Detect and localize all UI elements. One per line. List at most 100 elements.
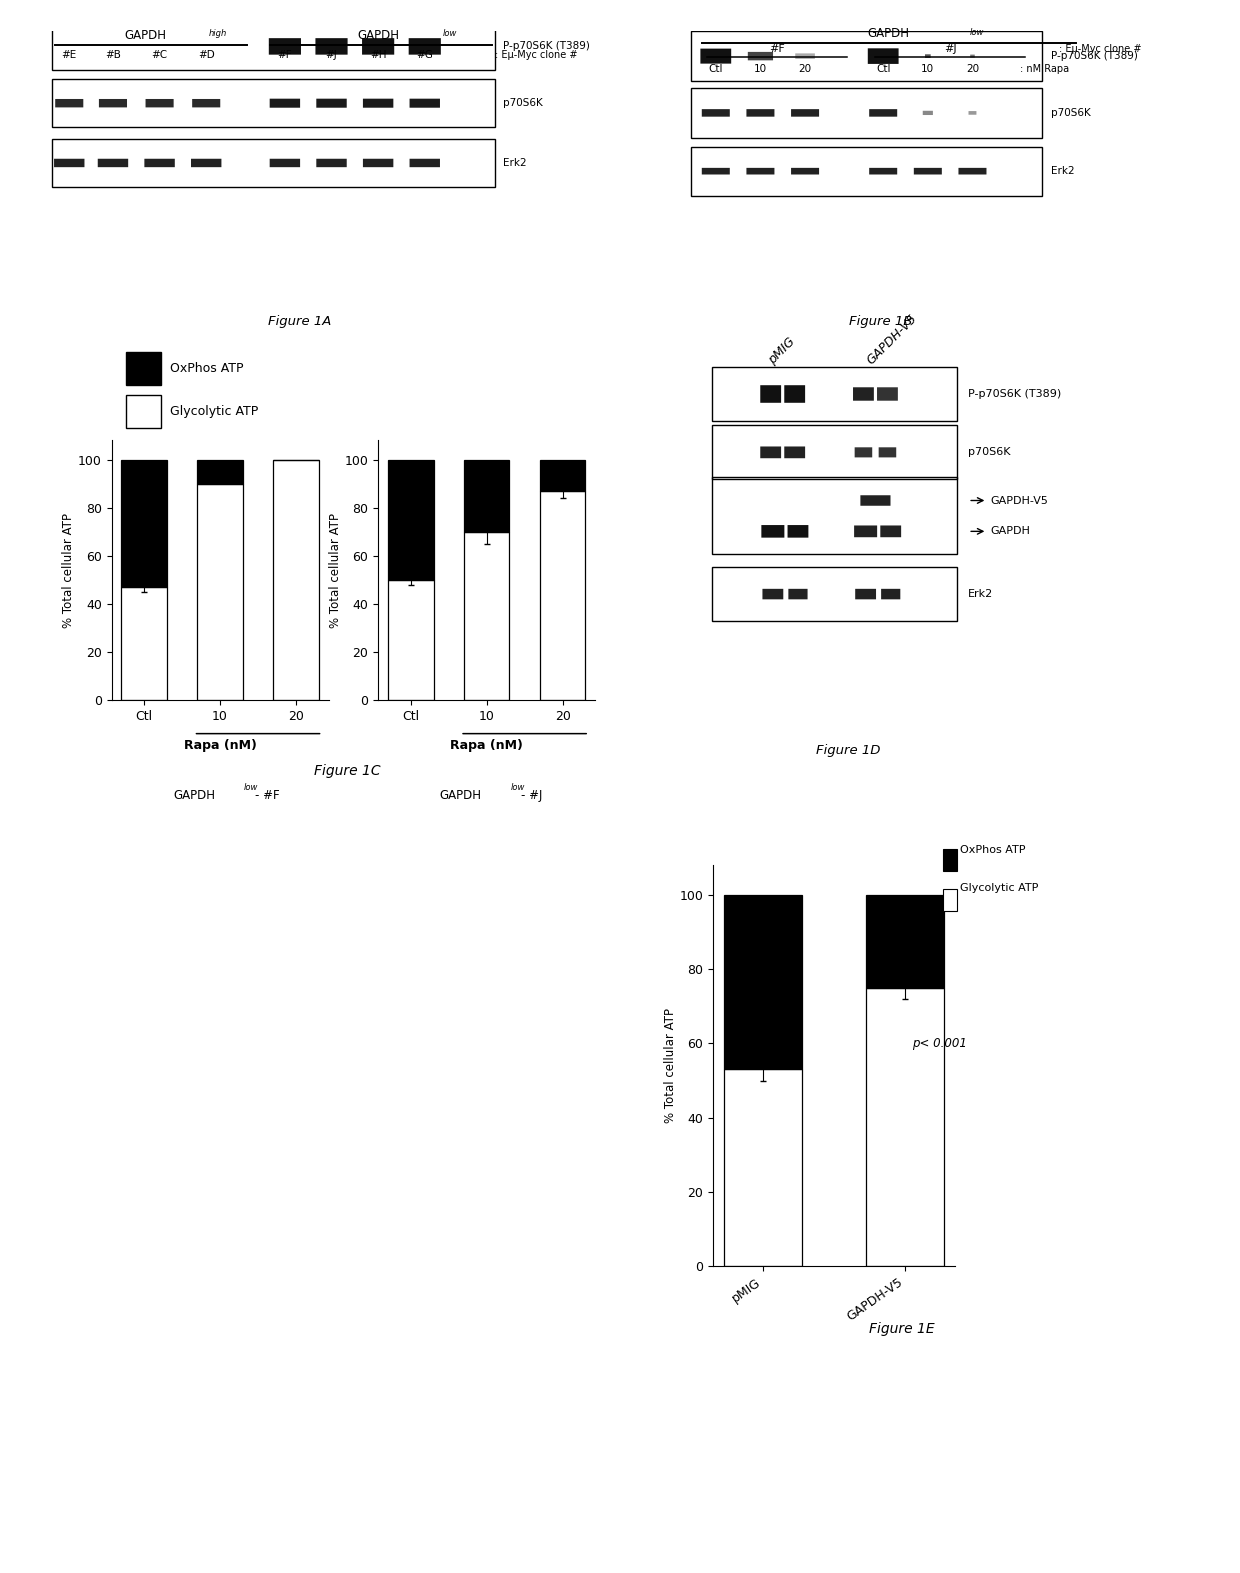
Text: #B: #B [105, 50, 122, 60]
Text: low: low [970, 28, 985, 36]
FancyBboxPatch shape [763, 588, 784, 599]
Bar [125, 352, 161, 385]
FancyBboxPatch shape [315, 38, 347, 55]
Text: GAPDH: GAPDH [124, 28, 166, 42]
Text: Glycolytic ATP: Glycolytic ATP [171, 406, 259, 418]
FancyBboxPatch shape [968, 112, 976, 115]
Y-axis label: % Total cellular ATP: % Total cellular ATP [663, 1008, 677, 1123]
Text: Figure 1D: Figure 1D [816, 744, 880, 757]
FancyBboxPatch shape [791, 109, 820, 116]
Text: low: low [244, 782, 258, 791]
Text: p< 0.001: p< 0.001 [911, 1037, 967, 1049]
Text: OxPhos ATP: OxPhos ATP [960, 845, 1025, 856]
Text: Figure 1A: Figure 1A [268, 315, 331, 327]
Bar [464, 532, 510, 700]
Text: Figure 1C: Figure 1C [314, 764, 381, 777]
Text: low: low [511, 782, 525, 791]
Text: low: low [443, 28, 456, 38]
Bar [691, 146, 1042, 197]
Bar [942, 889, 957, 911]
FancyBboxPatch shape [854, 525, 877, 538]
FancyBboxPatch shape [880, 525, 901, 538]
Text: GAPDH: GAPDH [868, 27, 910, 41]
FancyBboxPatch shape [191, 159, 222, 167]
FancyBboxPatch shape [99, 99, 126, 107]
FancyBboxPatch shape [914, 168, 942, 175]
FancyBboxPatch shape [269, 159, 300, 167]
Text: Ctl: Ctl [875, 64, 890, 74]
FancyBboxPatch shape [877, 387, 898, 401]
FancyBboxPatch shape [791, 168, 820, 175]
Text: #J: #J [326, 50, 337, 60]
Text: GAPDH: GAPDH [357, 28, 399, 42]
Text: pMIG: pMIG [766, 335, 799, 367]
FancyBboxPatch shape [869, 168, 898, 175]
FancyBboxPatch shape [760, 385, 781, 403]
Text: - #F: - #F [255, 788, 279, 802]
FancyBboxPatch shape [269, 38, 301, 55]
Text: 20: 20 [799, 64, 812, 74]
Text: p70S6K: p70S6K [503, 98, 543, 109]
FancyBboxPatch shape [869, 109, 898, 116]
Text: p70S6K: p70S6K [1050, 109, 1090, 118]
Bar [122, 587, 167, 700]
Y-axis label: % Total cellular ATP: % Total cellular ATP [329, 513, 342, 628]
Bar [724, 895, 802, 1070]
FancyBboxPatch shape [868, 49, 899, 64]
Text: #F: #F [769, 44, 785, 53]
FancyBboxPatch shape [145, 99, 174, 107]
Text: #F: #F [278, 50, 293, 60]
Bar [52, 22, 495, 71]
Bar [691, 88, 1042, 137]
FancyBboxPatch shape [409, 99, 440, 107]
Bar [539, 459, 585, 491]
FancyBboxPatch shape [316, 159, 347, 167]
FancyBboxPatch shape [761, 525, 785, 538]
Bar [388, 459, 434, 580]
Bar [52, 79, 495, 127]
Text: 10: 10 [921, 64, 935, 74]
FancyBboxPatch shape [970, 55, 975, 58]
Bar [942, 849, 957, 871]
Y-axis label: % Total cellular ATP: % Total cellular ATP [62, 513, 76, 628]
Bar [122, 459, 167, 587]
FancyBboxPatch shape [98, 159, 128, 167]
FancyBboxPatch shape [853, 387, 874, 401]
Text: : Eμ-Myc clone #: : Eμ-Myc clone # [495, 50, 577, 60]
FancyBboxPatch shape [882, 588, 900, 599]
FancyBboxPatch shape [55, 159, 84, 167]
FancyBboxPatch shape [923, 110, 932, 115]
Bar [388, 580, 434, 700]
FancyBboxPatch shape [784, 447, 805, 458]
FancyBboxPatch shape [746, 168, 775, 175]
Text: #E: #E [62, 50, 77, 60]
FancyBboxPatch shape [56, 99, 83, 107]
Bar [691, 31, 1042, 80]
Bar [539, 491, 585, 700]
FancyBboxPatch shape [702, 168, 730, 175]
FancyBboxPatch shape [760, 447, 781, 458]
FancyBboxPatch shape [363, 99, 393, 107]
Text: #G: #G [417, 50, 433, 60]
Text: GAPDH: GAPDH [990, 527, 1030, 536]
Text: P-p70S6K (T389): P-p70S6K (T389) [503, 41, 590, 52]
FancyBboxPatch shape [316, 99, 347, 107]
Text: P-p70S6K (T389): P-p70S6K (T389) [968, 389, 1061, 400]
Text: #H: #H [370, 50, 387, 60]
FancyBboxPatch shape [856, 588, 875, 599]
FancyBboxPatch shape [269, 99, 300, 107]
FancyBboxPatch shape [702, 109, 730, 116]
FancyBboxPatch shape [879, 447, 897, 458]
Text: Figure 1B: Figure 1B [848, 315, 913, 327]
FancyBboxPatch shape [748, 52, 773, 60]
Text: Glycolytic ATP: Glycolytic ATP [960, 882, 1038, 893]
FancyBboxPatch shape [746, 109, 775, 116]
Text: #J: #J [944, 44, 956, 53]
Bar [197, 459, 243, 483]
Bar [712, 367, 957, 422]
Bar [866, 895, 944, 988]
FancyBboxPatch shape [363, 159, 393, 167]
Text: 20: 20 [966, 64, 980, 74]
Text: GAPDH-V5: GAPDH-V5 [990, 495, 1048, 505]
FancyBboxPatch shape [409, 38, 441, 55]
